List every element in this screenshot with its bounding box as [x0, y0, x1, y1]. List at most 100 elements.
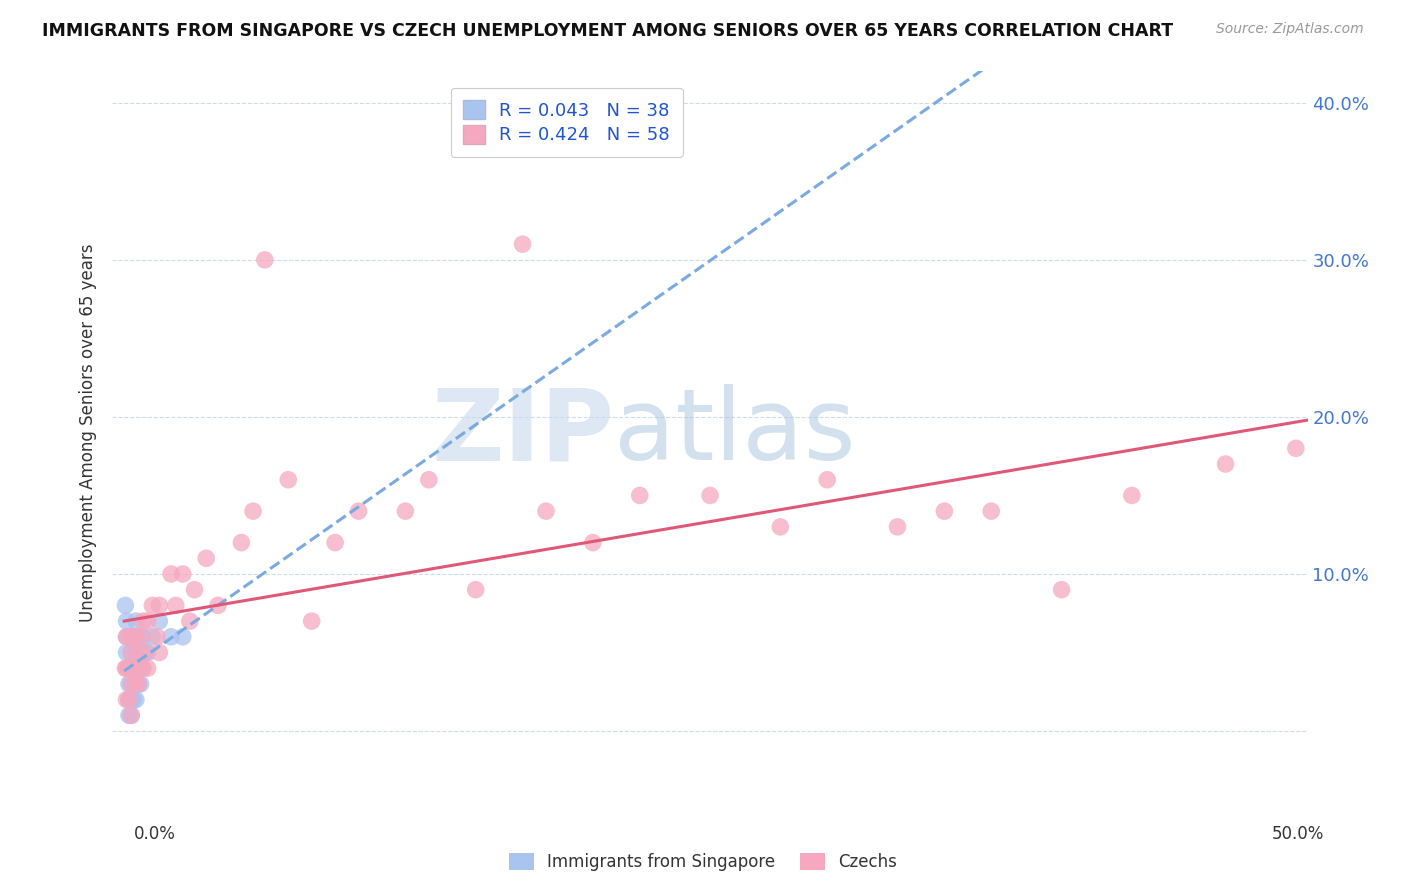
- Point: [146, 630, 169, 644]
- Point: [127, 677, 149, 691]
- Point: [136, 646, 159, 660]
- Point: [253, 252, 276, 267]
- Point: [118, 677, 141, 691]
- Point: [172, 566, 194, 581]
- Point: [132, 661, 155, 675]
- Point: [769, 520, 792, 534]
- Point: [464, 582, 486, 597]
- Point: [125, 614, 148, 628]
- Point: [323, 535, 346, 549]
- Text: IMMIGRANTS FROM SINGAPORE VS CZECH UNEMPLOYMENT AMONG SENIORS OVER 65 YEARS CORR: IMMIGRANTS FROM SINGAPORE VS CZECH UNEMP…: [42, 22, 1173, 40]
- Point: [118, 692, 141, 706]
- Point: [125, 630, 148, 644]
- Point: [183, 582, 205, 597]
- Point: [125, 692, 148, 706]
- Point: [1050, 582, 1073, 597]
- Point: [118, 708, 141, 723]
- Point: [231, 535, 253, 549]
- Point: [120, 630, 142, 644]
- Point: [127, 677, 149, 691]
- Point: [148, 599, 170, 613]
- Point: [115, 646, 138, 660]
- Point: [115, 630, 138, 644]
- Point: [160, 630, 183, 644]
- Point: [134, 646, 156, 660]
- Point: [394, 504, 416, 518]
- Point: [122, 630, 145, 644]
- Point: [125, 646, 148, 660]
- Point: [125, 677, 148, 691]
- Text: 0.0%: 0.0%: [134, 825, 176, 843]
- Point: [512, 237, 534, 252]
- Point: [118, 630, 141, 644]
- Point: [277, 473, 299, 487]
- Point: [115, 692, 138, 706]
- Legend: R = 0.043   N = 38, R = 0.424   N = 58: R = 0.043 N = 38, R = 0.424 N = 58: [450, 87, 683, 157]
- Point: [122, 661, 145, 675]
- Point: [418, 473, 440, 487]
- Text: ZIP: ZIP: [432, 384, 614, 481]
- Point: [582, 535, 605, 549]
- Point: [120, 708, 142, 723]
- Point: [815, 473, 838, 487]
- Point: [114, 661, 136, 675]
- Point: [934, 504, 956, 518]
- Point: [148, 646, 170, 660]
- Point: [534, 504, 557, 518]
- Point: [125, 661, 148, 675]
- Point: [136, 661, 159, 675]
- Point: [115, 614, 138, 628]
- Point: [886, 520, 908, 534]
- Point: [132, 630, 155, 644]
- Point: [120, 677, 142, 691]
- Text: atlas: atlas: [614, 384, 856, 481]
- Point: [179, 614, 201, 628]
- Point: [141, 630, 163, 644]
- Point: [136, 614, 159, 628]
- Point: [628, 488, 651, 502]
- Point: [122, 677, 145, 691]
- Point: [172, 630, 194, 644]
- Point: [132, 614, 155, 628]
- Point: [132, 661, 155, 675]
- Point: [129, 630, 152, 644]
- Text: Source: ZipAtlas.com: Source: ZipAtlas.com: [1216, 22, 1364, 37]
- Point: [120, 708, 142, 723]
- Point: [160, 566, 183, 581]
- Point: [165, 599, 187, 613]
- Point: [115, 630, 138, 644]
- Point: [122, 630, 145, 644]
- Point: [122, 661, 145, 675]
- Point: [118, 661, 141, 675]
- Point: [148, 614, 170, 628]
- Point: [120, 646, 142, 660]
- Legend: Immigrants from Singapore, Czechs: Immigrants from Singapore, Czechs: [501, 845, 905, 880]
- Point: [699, 488, 721, 502]
- Point: [118, 661, 141, 675]
- Point: [980, 504, 1002, 518]
- Point: [122, 646, 145, 660]
- Point: [120, 646, 142, 660]
- Point: [129, 661, 152, 675]
- Point: [301, 614, 323, 628]
- Point: [115, 661, 138, 675]
- Point: [195, 551, 218, 566]
- Point: [120, 692, 142, 706]
- Point: [127, 661, 149, 675]
- Point: [118, 692, 141, 706]
- Point: [129, 646, 152, 660]
- Point: [125, 677, 148, 691]
- Point: [1215, 457, 1237, 471]
- Point: [129, 677, 152, 691]
- Point: [118, 661, 141, 675]
- Point: [120, 661, 142, 675]
- Point: [134, 646, 156, 660]
- Point: [141, 599, 163, 613]
- Y-axis label: Unemployment Among Seniors over 65 years: Unemployment Among Seniors over 65 years: [79, 244, 97, 622]
- Point: [347, 504, 370, 518]
- Point: [207, 599, 229, 613]
- Point: [122, 692, 145, 706]
- Point: [120, 677, 142, 691]
- Point: [1121, 488, 1143, 502]
- Text: 50.0%: 50.0%: [1272, 825, 1324, 843]
